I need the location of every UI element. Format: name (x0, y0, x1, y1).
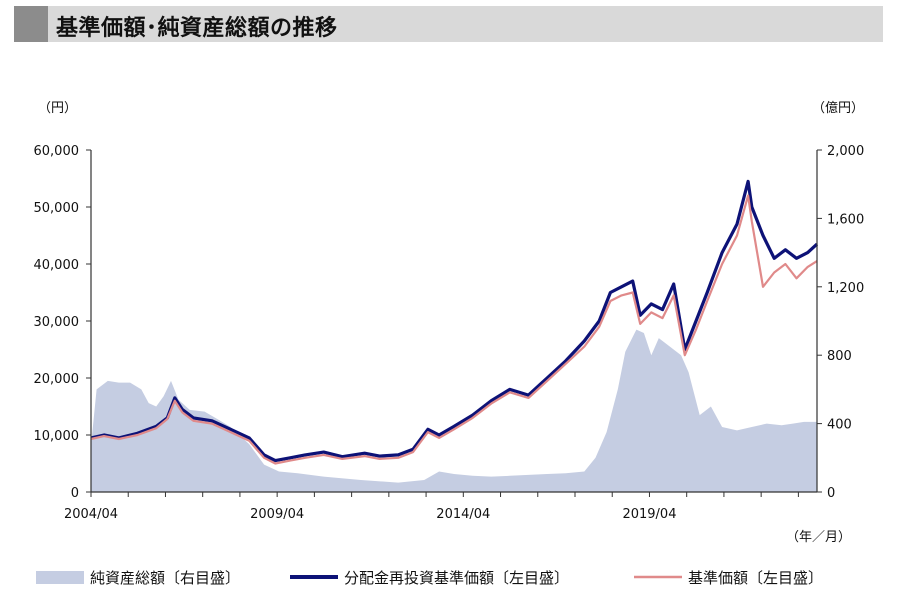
right-tick-label: 800 (827, 349, 852, 364)
legend-label-reinvest: 分配金再投資基準価額〔左目盛〕 (344, 569, 569, 587)
left-tick-label: 30,000 (34, 315, 80, 330)
legend-swatch-net-assets (36, 571, 84, 584)
x-tick-label: 2004/04 (64, 507, 118, 522)
left-tick-label: 0 (71, 486, 79, 501)
legend: 純資産総額〔右目盛〕 分配金再投資基準価額〔左目盛〕 基準価額〔左目盛〕 (36, 569, 823, 587)
x-tick-label: 2009/04 (250, 507, 304, 522)
x-axis-unit: （年／月） (786, 530, 851, 545)
x-tick-label: 2019/04 (622, 507, 676, 522)
right-tick-label: 0 (827, 486, 835, 501)
left-axis-unit: （円） (38, 101, 77, 116)
right-axis-unit: （億円） (812, 100, 864, 116)
left-tick-label: 20,000 (34, 372, 80, 387)
right-tick-label: 1,600 (827, 212, 864, 227)
legend-label-nav: 基準価額〔左目盛〕 (688, 569, 823, 587)
left-tick-label: 60,000 (34, 144, 80, 159)
right-tick-label: 1,200 (827, 281, 864, 296)
left-tick-label: 50,000 (34, 201, 80, 216)
nav-line (90, 194, 818, 465)
net-assets-area (91, 329, 817, 492)
page-header: 基準価額･純資産総額の推移 (14, 6, 883, 42)
left-tick-label: 40,000 (34, 258, 80, 273)
header-accent-block (14, 6, 48, 42)
right-tick-label: 400 (827, 418, 852, 433)
left-tick-label: 10,000 (34, 429, 80, 444)
reinvest-nav-line (90, 179, 819, 463)
legend-label-net-assets: 純資産総額〔右目盛〕 (90, 569, 240, 587)
page-title: 基準価額･純資産総額の推移 (56, 16, 338, 41)
right-tick-label: 2,000 (827, 144, 864, 159)
x-tick-label: 2014/04 (436, 507, 490, 522)
